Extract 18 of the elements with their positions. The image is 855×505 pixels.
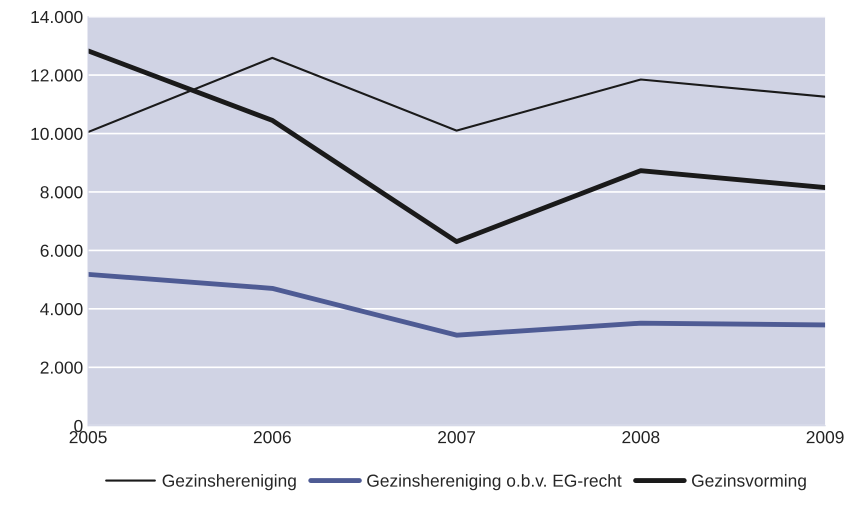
x-tick-label: 2005 bbox=[70, 431, 107, 444]
y-tick-label: 10.000 bbox=[31, 128, 83, 140]
legend-label: Gezinshereniging bbox=[162, 474, 296, 490]
y-tick-label: 2.000 bbox=[40, 361, 83, 374]
y-tick-label: 0 bbox=[74, 420, 83, 432]
y-tick-label: 12.000 bbox=[31, 69, 83, 82]
x-tick-label: 2007 bbox=[438, 431, 476, 444]
y-tick-label: 4.000 bbox=[40, 303, 83, 316]
legend-label: Gezinsvorming bbox=[692, 474, 806, 490]
y-tick-label: 6.000 bbox=[40, 244, 83, 257]
line-series bbox=[88, 48, 826, 244]
x-tick-label: 2009 bbox=[806, 431, 844, 444]
line-series bbox=[88, 272, 826, 338]
y-tick-label: 8.000 bbox=[40, 186, 83, 198]
y-tick-label: 14.000 bbox=[31, 10, 83, 24]
x-tick-label: 2008 bbox=[622, 431, 660, 444]
x-tick-label: 2006 bbox=[254, 431, 291, 444]
legend-label: Gezinshereniging o.b.v. EG-recht bbox=[367, 474, 622, 490]
